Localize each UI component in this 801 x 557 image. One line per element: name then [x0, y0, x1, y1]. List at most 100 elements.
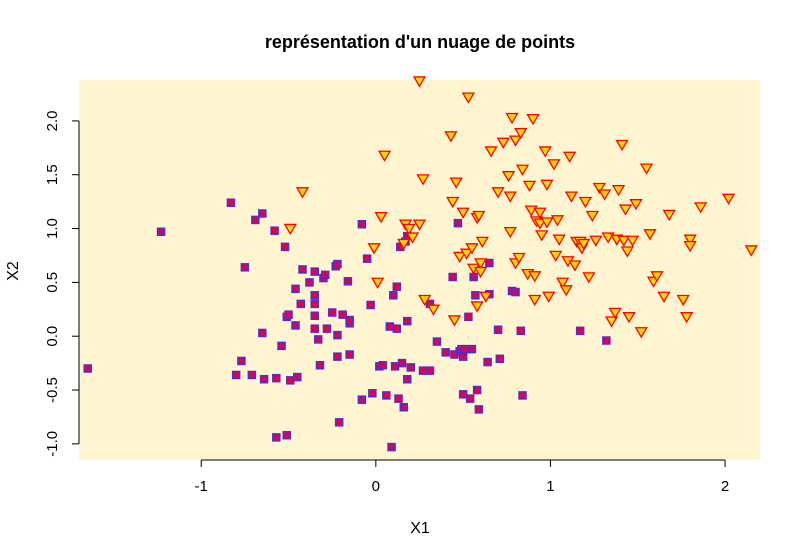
data-point: [496, 137, 510, 149]
data-point: [426, 304, 441, 316]
data-point: [471, 291, 480, 300]
data-point: [611, 185, 626, 197]
data-point: [405, 232, 420, 244]
data-point: [333, 330, 342, 340]
data-point: [310, 299, 319, 309]
data-point: [412, 76, 427, 88]
data-point: [448, 272, 457, 282]
data-point: [333, 352, 342, 361]
data-point: [508, 135, 523, 147]
y-tick-label: 1.0: [44, 218, 61, 239]
data-point: [333, 259, 342, 269]
data-point: [473, 266, 488, 279]
data-point: [511, 287, 520, 297]
x-axis-label: X1: [410, 520, 430, 537]
data-point: [403, 316, 412, 326]
data-point: [389, 291, 398, 300]
y-tick-label: 0.5: [44, 272, 61, 293]
data-point: [368, 389, 377, 398]
data-point: [338, 310, 347, 319]
data-point: [392, 324, 402, 333]
data-point: [563, 151, 577, 163]
data-point: [550, 215, 565, 227]
data-point: [156, 227, 166, 237]
data-point: [577, 238, 591, 251]
data-point: [618, 204, 633, 216]
data-point: [564, 191, 579, 203]
data-point: [343, 277, 353, 286]
data-point: [315, 361, 325, 370]
data-point: [425, 366, 435, 375]
data-point: [286, 376, 295, 385]
data-point: [602, 336, 611, 345]
data-point: [258, 328, 267, 338]
data-point: [240, 263, 250, 272]
data-point: [402, 223, 416, 236]
data-point: [370, 277, 385, 289]
data-point: [305, 278, 314, 287]
data-point: [322, 324, 332, 333]
data-point: [515, 164, 530, 176]
data-point: [334, 418, 344, 427]
data-point: [446, 196, 460, 209]
data-point: [270, 226, 279, 235]
data-point: [258, 209, 267, 218]
data-point: [615, 139, 629, 152]
x-tick-label: 0: [372, 478, 380, 495]
data-point: [231, 370, 241, 380]
data-point: [493, 325, 503, 334]
data-point: [540, 179, 554, 191]
data-point: [676, 294, 690, 307]
data-point: [291, 284, 300, 294]
data-point: [522, 180, 537, 193]
y-tick-label: -1.0: [44, 431, 61, 457]
data-point: [251, 215, 260, 225]
chart-title: représentation d'un nuage de points: [265, 32, 575, 52]
data-point: [549, 250, 563, 262]
data-point: [503, 227, 517, 239]
data-point: [620, 246, 634, 258]
data-point: [540, 217, 554, 229]
data-point: [608, 307, 622, 320]
data-point: [406, 363, 416, 372]
data-point: [680, 312, 694, 324]
points-layer: [83, 76, 758, 452]
data-point: [320, 270, 330, 280]
data-point: [403, 375, 412, 384]
x-axis: -1 0 1 2: [195, 459, 729, 495]
data-point: [412, 219, 427, 231]
data-point: [582, 272, 596, 284]
data-point: [458, 352, 468, 361]
data-point: [629, 199, 643, 211]
data-point: [518, 391, 527, 400]
x-tick-label: 2: [721, 478, 729, 495]
plot-background: [79, 80, 760, 460]
y-axis-label: X2: [5, 261, 22, 281]
data-point: [475, 236, 489, 248]
data-point: [226, 198, 236, 207]
data-point: [397, 358, 407, 368]
data-point: [662, 209, 676, 222]
data-point: [357, 219, 367, 229]
data-point: [296, 299, 306, 309]
data-point: [345, 350, 354, 359]
data-point: [283, 223, 297, 236]
data-point: [418, 366, 428, 375]
data-point: [310, 267, 319, 276]
data-point: [392, 282, 402, 291]
data-point: [528, 271, 542, 283]
data-point: [259, 375, 269, 384]
data-point: [474, 405, 484, 414]
data-point: [447, 315, 462, 327]
data-point: [470, 301, 484, 313]
data-point: [578, 196, 593, 209]
data-point: [483, 357, 492, 367]
data-point: [472, 385, 482, 395]
data-point: [458, 390, 468, 399]
data-point: [83, 364, 92, 373]
data-point: [505, 112, 519, 125]
y-tick-label: 0.0: [44, 326, 61, 347]
y-tick-label: 1.5: [44, 164, 61, 185]
data-point: [683, 241, 697, 253]
